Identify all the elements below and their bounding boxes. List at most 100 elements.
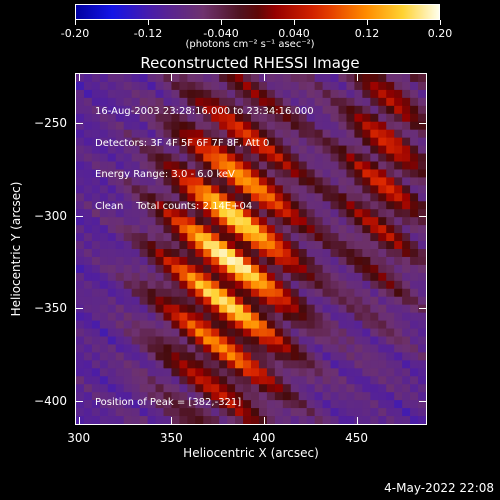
heatmap-cell [394, 312, 403, 322]
heatmap-cell [76, 249, 85, 258]
heatmap-cell [386, 256, 395, 266]
heatmap-cell [243, 320, 252, 330]
heatmap-cell [187, 320, 196, 330]
heatmap-cell [99, 233, 109, 242]
heatmap-cell [203, 145, 212, 155]
heatmap-cell [290, 129, 300, 139]
heatmap-cell [338, 225, 348, 234]
heatmap-cell [179, 280, 188, 290]
heatmap-cell [227, 209, 236, 218]
heatmap-cell [115, 241, 125, 250]
heatmap-cell [83, 161, 93, 171]
heatmap-cell [91, 352, 101, 361]
heatmap-cell [131, 352, 141, 361]
heatmap-cell [83, 416, 93, 424]
heatmap-cell [83, 384, 93, 393]
heatmap-cell [99, 376, 109, 385]
heatmap-cell [282, 225, 292, 234]
heatmap-cell [187, 225, 196, 234]
heatmap-cell [235, 320, 244, 330]
heatmap-cell [203, 249, 212, 258]
heatmap-cell [251, 217, 260, 226]
heatmap-cell [306, 344, 316, 353]
heatmap-cell [163, 89, 173, 99]
heatmap-cell [322, 121, 332, 131]
heatmap-cell [155, 280, 165, 290]
heatmap-cell [410, 296, 419, 306]
heatmap-cell [243, 241, 252, 250]
heatmap-cell [370, 352, 379, 361]
heatmap-cell [211, 81, 220, 91]
heatmap-cell [91, 280, 101, 290]
heatmap-cell [203, 320, 212, 330]
heatmap-cell [354, 392, 363, 401]
heatmap-cell [163, 392, 173, 401]
heatmap-cell [131, 185, 141, 194]
heatmap-cell [219, 304, 228, 314]
heatmap-cell [394, 416, 403, 424]
heatmap-cell [115, 249, 125, 258]
heatmap-cell [155, 272, 165, 282]
heatmap-cell [219, 320, 228, 330]
heatmap-cell [76, 201, 85, 210]
heatmap-cell [203, 328, 212, 338]
heatmap-cell [99, 296, 109, 306]
heatmap-cell [171, 360, 180, 369]
heatmap-cell [179, 304, 188, 314]
heatmap-cell [290, 392, 300, 401]
heatmap-cell [378, 241, 387, 250]
heatmap-cell [378, 217, 387, 226]
heatmap-cell [211, 145, 220, 155]
heatmap-cell [243, 217, 252, 226]
heatmap-cell [163, 416, 173, 424]
heatmap-cell [131, 264, 141, 274]
heatmap-cell [274, 105, 284, 115]
heatmap-cell [99, 304, 109, 314]
heatmap-cell [163, 280, 173, 290]
heatmap-cell [298, 368, 308, 377]
heatmap-cell [330, 312, 340, 322]
heatmap-cell [227, 129, 236, 139]
heatmap-cell [99, 201, 109, 210]
heatmap-cell [306, 97, 316, 107]
heatmap-cell [243, 177, 252, 186]
heatmap-cell [274, 312, 284, 322]
heatmap-cell [386, 272, 395, 282]
heatmap-cell [227, 161, 236, 171]
heatmap-cell [354, 241, 363, 250]
heatmap-cell [410, 145, 419, 155]
heatmap-cell [274, 169, 284, 178]
heatmap-cell [322, 185, 332, 194]
heatmap-cell [378, 74, 387, 83]
heatmap-cell [227, 201, 236, 210]
heatmap-cell [251, 105, 260, 115]
heatmap-cell [338, 264, 348, 274]
heatmap-cell [187, 256, 196, 266]
heatmap-cell [139, 225, 149, 234]
heatmap-cell [402, 241, 411, 250]
heatmap-cell [107, 81, 117, 91]
heatmap-cell [282, 217, 292, 226]
heatmap-cell [155, 392, 165, 401]
axis-tick-mark [78, 417, 80, 425]
heatmap-cell [306, 288, 316, 298]
heatmap-cell [147, 272, 157, 282]
heatmap-cell [266, 384, 276, 393]
heatmap-cell [410, 161, 419, 171]
heatmap-cell [179, 384, 188, 393]
heatmap-cell [163, 241, 173, 250]
heatmap-cell [251, 416, 260, 424]
heatmap-cell [235, 129, 244, 139]
heatmap-cell [338, 97, 348, 107]
heatmap-cell [346, 376, 355, 385]
heatmap-cell [258, 320, 268, 330]
heatmap-cell [203, 81, 212, 91]
heatmap-cell [171, 408, 180, 417]
heatmap-cell [219, 193, 228, 202]
heatmap-cell [171, 376, 180, 385]
heatmap-cell [282, 384, 292, 393]
heatmap-cell [370, 312, 379, 322]
heatmap-cell [203, 113, 212, 123]
heatmap-cell [235, 312, 244, 322]
colorbar-tick-mark [440, 20, 441, 25]
